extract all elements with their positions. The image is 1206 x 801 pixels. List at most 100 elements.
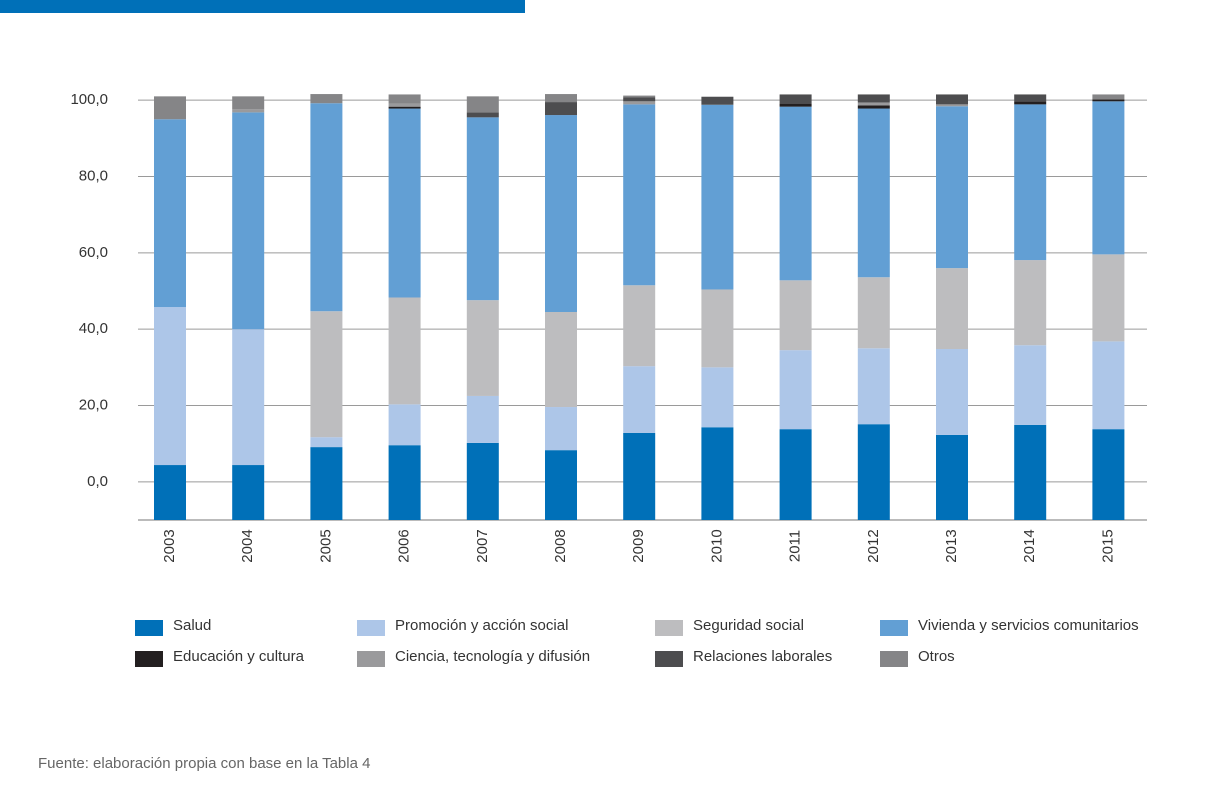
legend-swatch [880, 620, 908, 636]
bar-segment [936, 104, 968, 107]
bar-segment [310, 447, 343, 520]
x-tick-label: 2014 [1021, 529, 1038, 562]
bar-segment [857, 94, 890, 103]
bar-segment [857, 424, 890, 520]
x-tick-label: 2003 [161, 529, 178, 562]
bar-segment [936, 434, 968, 520]
legend-label: Salud [173, 617, 211, 634]
bar-segment [545, 115, 577, 312]
bar-segment [388, 297, 421, 405]
bar-segment [466, 112, 499, 118]
bar-segment [623, 95, 656, 98]
bar-segment [466, 442, 499, 520]
bar-segment [701, 104, 734, 290]
legend-label: Seguridad social [693, 617, 804, 634]
y-tick-label: 40,0 [79, 320, 108, 337]
bar-segment [232, 96, 265, 110]
header-bar [0, 0, 525, 13]
bar-segment [388, 108, 421, 298]
legend-swatch [880, 651, 908, 667]
bar-segment [1014, 104, 1047, 261]
bar-segment [623, 101, 656, 105]
legend-swatch [135, 651, 163, 667]
bar-segment [466, 300, 499, 396]
bar-segment [623, 366, 656, 433]
bar-segment [310, 94, 343, 104]
bar-segment [310, 437, 343, 448]
bar-segment [466, 395, 499, 443]
bar-segment [310, 311, 343, 438]
bar-segment [857, 348, 890, 425]
bar-segment [857, 108, 890, 278]
legend-swatch [655, 651, 683, 667]
y-tick-label: 20,0 [79, 396, 108, 413]
bar-segment [1092, 99, 1125, 102]
bar-segment [701, 427, 734, 520]
bar-segment [466, 117, 499, 301]
bar-segment [857, 105, 890, 109]
bar-segment [623, 432, 656, 520]
bar-segment [1092, 429, 1125, 520]
bar-segment [623, 97, 656, 102]
bar-segment [388, 445, 421, 520]
bar-segment [545, 102, 577, 116]
legend-swatch [655, 620, 683, 636]
bar-segment [154, 465, 186, 520]
legend-label: Promoción y acción social [395, 617, 568, 634]
bar-segment [779, 106, 812, 281]
bar-segment [1014, 94, 1047, 102]
x-tick-label: 2015 [1099, 529, 1116, 562]
bar-segment [1092, 341, 1125, 430]
bar-segment [154, 119, 186, 308]
bar-segment [779, 94, 812, 104]
x-tick-label: 2013 [943, 529, 960, 562]
bar-segment [779, 350, 812, 430]
bar-segment [388, 103, 421, 107]
y-tick-label: 80,0 [79, 167, 108, 184]
bar-segment [1014, 424, 1047, 520]
bar-segment [936, 349, 968, 435]
bar-segment [388, 404, 421, 446]
bar-segment [232, 329, 265, 466]
legend-label: Ciencia, tecnología y difusión [395, 648, 590, 665]
bar-segment [545, 311, 577, 408]
bar-segment [701, 367, 734, 428]
y-tick-label: 100,0 [70, 91, 108, 108]
bar-segment [701, 289, 734, 368]
bar-segment [701, 96, 734, 105]
bar-segment [857, 102, 890, 106]
x-tick-label: 2011 [787, 530, 804, 562]
bar-segment [388, 106, 421, 109]
bar-segment [388, 94, 421, 104]
x-tick-label: 2008 [552, 529, 569, 562]
bar-segment [1092, 94, 1125, 100]
bar-segment [545, 450, 577, 520]
y-tick-label: 60,0 [79, 244, 108, 261]
bar-segment [779, 280, 812, 351]
bar-segment [154, 96, 186, 120]
bar-segment [1092, 101, 1125, 255]
bar-segment [936, 106, 968, 269]
bar-segment [545, 94, 577, 103]
bar-segment [466, 96, 499, 113]
bar-segment [232, 112, 265, 330]
source-note: Fuente: elaboración propia con base en l… [38, 755, 370, 772]
bar-segment [545, 407, 577, 451]
bar-segment [936, 94, 968, 105]
bar-segment [1014, 101, 1047, 105]
legend-label: Educación y cultura [173, 648, 305, 665]
x-tick-label: 2012 [865, 529, 882, 562]
bar-segment [310, 103, 343, 312]
bar-segment [936, 268, 968, 350]
bar-segment [1092, 254, 1125, 342]
bar-segment [779, 429, 812, 520]
x-tick-label: 2007 [474, 529, 491, 562]
x-tick-label: 2006 [396, 529, 413, 562]
legend-swatch [135, 620, 163, 636]
legend-label: Relaciones laborales [693, 648, 832, 665]
x-tick-label: 2009 [630, 529, 647, 562]
bar-segment [779, 103, 812, 107]
legend-label: Otros [918, 648, 955, 665]
